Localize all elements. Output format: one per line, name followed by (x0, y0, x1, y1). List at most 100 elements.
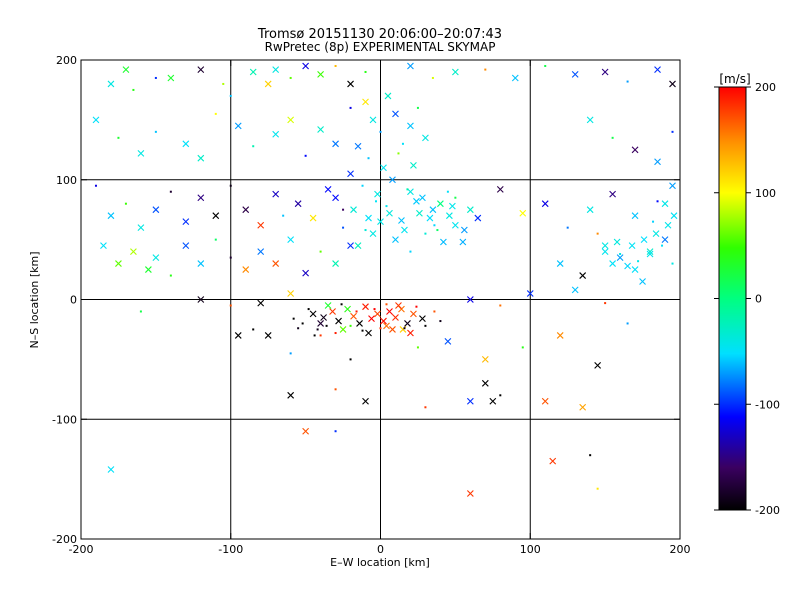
data-point-dot (401, 142, 404, 145)
data-point-x (212, 212, 220, 220)
data-point-x (302, 427, 310, 435)
data-point-dot (589, 454, 592, 457)
data-point-x (481, 379, 489, 387)
colorbar-tick-label: 100 (755, 187, 776, 200)
data-point-x (272, 130, 280, 138)
data-point-x (422, 134, 429, 142)
data-point-x (383, 322, 390, 330)
data-point-x (272, 66, 280, 73)
data-point-x (556, 260, 564, 267)
data-point-x (197, 296, 205, 303)
data-point-x (669, 80, 676, 88)
data-point-x (234, 122, 242, 130)
data-point-dot (334, 430, 337, 433)
data-point-x (640, 236, 648, 244)
data-point-x (601, 242, 609, 250)
data-point-dot (297, 327, 300, 330)
data-point-dot (334, 332, 337, 335)
data-point-dot (671, 130, 674, 133)
data-point-x (526, 290, 534, 297)
data-point-dot (424, 232, 427, 235)
grid-lines (81, 60, 680, 539)
data-point-x (354, 242, 362, 250)
colorbar-tick-label: -100 (755, 398, 780, 411)
data-point-x (628, 242, 636, 250)
data-point-x (407, 62, 414, 70)
data-point-x (541, 397, 549, 405)
data-point-x (384, 92, 392, 100)
data-point-x (369, 116, 377, 124)
data-point-x (350, 206, 357, 214)
data-point-x (287, 290, 295, 297)
data-point-x (631, 212, 639, 220)
data-point-dot (446, 190, 449, 193)
data-point-x (264, 332, 272, 339)
data-point-x (362, 98, 369, 106)
data-point-x (586, 116, 594, 124)
data-point-dot (169, 190, 172, 193)
data-point-x (601, 248, 609, 255)
data-point-dot (385, 303, 388, 306)
colorbar-ticks: 200 100 0 -100 -200 (714, 81, 780, 517)
data-point-x (302, 269, 310, 277)
data-point-x (332, 194, 339, 202)
data-point-dot (325, 324, 328, 327)
data-point-x (317, 70, 324, 78)
y-tick-label: 200 (56, 54, 77, 67)
data-point-x (144, 266, 152, 273)
data-point-dot (436, 229, 439, 232)
data-point-dot (521, 346, 524, 349)
data-point-x (107, 80, 115, 88)
data-point-x (616, 254, 624, 261)
data-point-dot (282, 214, 285, 217)
data-point-x (182, 218, 190, 226)
data-point-dot (289, 352, 292, 355)
data-point-dot (361, 184, 364, 187)
data-point-x (374, 190, 381, 198)
data-point-x (347, 80, 354, 88)
data-point-x (466, 296, 474, 303)
data-point-x (416, 209, 423, 217)
data-point-x (332, 260, 339, 267)
data-point-x (317, 126, 324, 133)
data-point-x (347, 170, 354, 178)
data-point-x (466, 490, 474, 497)
data-point-dot (397, 152, 400, 155)
data-point-x (609, 190, 617, 198)
data-point-x (287, 391, 295, 399)
data-point-dot (313, 334, 316, 337)
data-point-x (392, 236, 399, 244)
data-point-x (613, 238, 621, 246)
data-point-x (444, 338, 452, 345)
data-point-x (419, 315, 426, 323)
data-point-x (257, 299, 265, 307)
data-point-dot (132, 88, 135, 91)
data-point-dot (375, 200, 378, 203)
data-point-dot (252, 145, 255, 148)
data-point-dot (334, 64, 337, 67)
data-point-dot (596, 487, 599, 490)
data-point-dot (656, 200, 659, 203)
data-point-x (107, 212, 115, 220)
data-point-x (631, 266, 639, 273)
data-point-x (335, 317, 342, 325)
data-point-dot (364, 229, 367, 232)
data-point-x (481, 355, 489, 363)
data-point-x (670, 212, 678, 220)
data-point-x (429, 206, 437, 214)
data-point-x (264, 80, 272, 88)
data-point-x (350, 312, 357, 320)
data-point-x (309, 214, 317, 222)
data-point-dot (319, 250, 322, 253)
data-point-dot (214, 238, 217, 241)
data-point-x (197, 66, 205, 73)
data-point-dot (415, 305, 418, 308)
data-point-x (474, 214, 482, 222)
data-point-x (122, 66, 130, 73)
data-point-dot (671, 262, 674, 265)
data-point-x (317, 320, 324, 327)
data-point-x (137, 150, 145, 157)
data-point-x (369, 230, 377, 238)
data-point-x (549, 457, 557, 465)
data-point-x (392, 314, 399, 321)
